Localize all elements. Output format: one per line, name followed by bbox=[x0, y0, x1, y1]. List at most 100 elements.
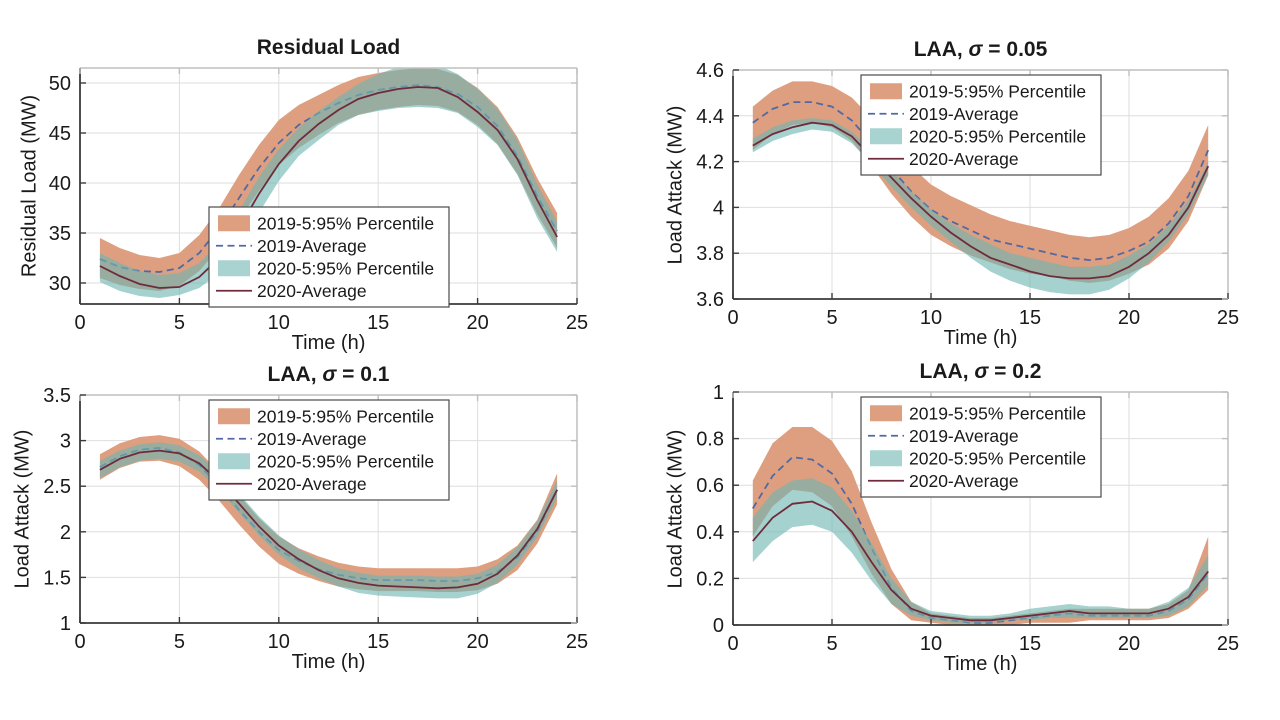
x-tick-label: 0 bbox=[727, 633, 738, 655]
legend-band-swatch bbox=[218, 453, 250, 470]
legend-band-swatch bbox=[870, 405, 902, 422]
band-2020-5:95% Percentile bbox=[752, 118, 1209, 295]
legend-label: 2019-Average bbox=[909, 426, 1019, 446]
legend-entry: 2020-Average bbox=[868, 471, 1019, 491]
subplot-3: 0 5 10 15 20 25 0 0.2 0.4 0.6 0.8 1 2019-5:95% Perce… bbox=[696, 382, 1239, 655]
y-tick-label: 4 bbox=[713, 197, 724, 219]
legend-label: 2020-5:95% Percentile bbox=[257, 451, 434, 471]
line-2020-Average bbox=[99, 449, 558, 590]
y-tick-label: 3 bbox=[60, 431, 71, 453]
y-tick-label: 30 bbox=[49, 273, 71, 295]
x-tick-label: 10 bbox=[268, 631, 290, 653]
y-tick-label: 40 bbox=[49, 173, 71, 195]
x-tick-label: 10 bbox=[268, 312, 290, 334]
legend-entry: 2020-5:95% Percentile bbox=[870, 448, 1086, 468]
legend-label: 2020-5:95% Percentile bbox=[257, 258, 434, 278]
line-2019-Average bbox=[752, 101, 1210, 262]
legend-entry: 2019-Average bbox=[868, 104, 1019, 124]
legend-entry: 2020-5:95% Percentile bbox=[218, 258, 434, 278]
legend-band-swatch bbox=[870, 450, 902, 467]
legend-band-swatch bbox=[870, 83, 902, 100]
legend-entry: 2019-5:95% Percentile bbox=[870, 81, 1086, 101]
legend-entry: 2020-Average bbox=[868, 149, 1019, 169]
legend-label: 2020-Average bbox=[257, 474, 367, 494]
y-axis-label: Load Attack (MW) bbox=[664, 429, 687, 588]
legend-entry: 2019-Average bbox=[216, 236, 367, 256]
y-axis-label: Load Attack (MW) bbox=[11, 429, 34, 589]
y-tick-label: 0 bbox=[713, 615, 724, 637]
x-tick-label: 20 bbox=[1118, 307, 1140, 329]
x-tick-label: 20 bbox=[466, 312, 488, 334]
legend-label: 2020-Average bbox=[909, 471, 1019, 491]
legend-entry: 2020-5:95% Percentile bbox=[870, 126, 1086, 146]
x-tick-label: 15 bbox=[367, 312, 389, 334]
chart-title-laa-sigma-0-1: LAA, σ = 0.1 bbox=[267, 363, 390, 386]
subplot-2: 0 5 10 15 20 25 1 1.5 2 2.5 3 3.5 2019-5:95% Percent… bbox=[43, 385, 588, 653]
legend: 2019-5:95% Percentile 2019-Average2020-5:… bbox=[860, 74, 1102, 176]
legend-entry: 2019-5:95% Percentile bbox=[870, 403, 1086, 423]
x-tick-label: 25 bbox=[1217, 633, 1239, 655]
y-tick-label: 0.6 bbox=[696, 475, 724, 497]
y-tick-label: 45 bbox=[49, 123, 71, 145]
y-tick-label: 4.4 bbox=[696, 106, 724, 128]
band-2020-5:95% Percentile bbox=[99, 68, 558, 298]
line-2020-Average bbox=[752, 121, 1210, 280]
x-tick-label: 25 bbox=[1217, 307, 1239, 329]
legend-entry: 2019-5:95% Percentile bbox=[218, 406, 434, 426]
x-tick-label: 15 bbox=[1019, 633, 1041, 655]
x-axis-label: Time (h) bbox=[291, 332, 366, 354]
y-axis-label: Load Attack (MW) bbox=[664, 105, 687, 264]
legend-label: 2019-5:95% Percentile bbox=[909, 403, 1086, 423]
x-tick-label: 15 bbox=[1019, 307, 1041, 329]
chart-title-residual-load: Residual Load bbox=[256, 36, 401, 59]
y-tick-label: 35 bbox=[49, 223, 71, 245]
subplot-1: 0 5 10 15 20 25 3.6 3.8 4 4.2 4.4 4.6 2019-5:95% Per… bbox=[696, 60, 1239, 329]
x-tick-label: 5 bbox=[174, 631, 185, 653]
x-tick-label: 15 bbox=[367, 631, 389, 653]
y-tick-label: 1 bbox=[713, 382, 724, 404]
legend-band-swatch bbox=[870, 128, 902, 145]
chart-title-laa-sigma-0-2: LAA, σ = 0.2 bbox=[919, 360, 1042, 383]
legend-label: 2020-5:95% Percentile bbox=[909, 126, 1086, 146]
legend-label: 2019-5:95% Percentile bbox=[257, 406, 434, 426]
x-tick-label: 10 bbox=[920, 633, 942, 655]
y-tick-label: 0.8 bbox=[696, 429, 724, 451]
x-tick-label: 0 bbox=[727, 307, 738, 329]
sigma-symbol: σ bbox=[322, 363, 337, 386]
legend: 2019-5:95% Percentile 2019-Average2020-5:… bbox=[208, 399, 450, 501]
y-axis-label: Residual Load (MW) bbox=[18, 94, 41, 278]
band-2019-5:95% Percentile bbox=[752, 427, 1209, 625]
y-tick-label: 1 bbox=[60, 613, 71, 635]
x-axis-label: Time (h) bbox=[291, 651, 366, 673]
band-2020-5:95% Percentile bbox=[752, 478, 1209, 623]
legend-entry: 2019-Average bbox=[216, 429, 367, 449]
x-tick-label: 20 bbox=[466, 631, 488, 653]
y-tick-label: 4.6 bbox=[696, 60, 724, 82]
x-axis-label: Time (h) bbox=[943, 327, 1018, 349]
y-tick-label: 3.5 bbox=[43, 385, 71, 407]
y-tick-label: 3.8 bbox=[696, 243, 724, 265]
legend-label: 2020-Average bbox=[909, 149, 1019, 169]
legend-label: 2019-5:95% Percentile bbox=[909, 81, 1086, 101]
y-tick-label: 1.5 bbox=[43, 567, 71, 589]
sigma-symbol: σ bbox=[974, 360, 989, 383]
y-tick-label: 2 bbox=[60, 522, 71, 544]
legend: 2019-5:95% Percentile 2019-Average2020-5:… bbox=[860, 396, 1102, 498]
x-tick-label: 5 bbox=[826, 633, 837, 655]
legend-label: 2019-Average bbox=[909, 104, 1019, 124]
subplot-0: 0 5 10 15 20 25 30 35 40 45 50 2019-5:95% Percentil… bbox=[49, 67, 588, 334]
y-tick-label: 4.2 bbox=[696, 152, 724, 174]
legend-label: 2019-Average bbox=[257, 429, 367, 449]
legend-label: 2019-5:95% Percentile bbox=[257, 213, 434, 233]
x-tick-label: 0 bbox=[74, 631, 85, 653]
legend-entry: 2020-5:95% Percentile bbox=[218, 451, 434, 471]
line-2020-Average bbox=[99, 86, 558, 289]
legend-entry: 2020-Average bbox=[216, 281, 367, 301]
legend-band-swatch bbox=[218, 215, 250, 232]
sigma-symbol: σ bbox=[968, 38, 983, 61]
legend-label: 2020-Average bbox=[257, 281, 367, 301]
x-tick-label: 25 bbox=[566, 312, 588, 334]
legend-label: 2020-5:95% Percentile bbox=[909, 448, 1086, 468]
